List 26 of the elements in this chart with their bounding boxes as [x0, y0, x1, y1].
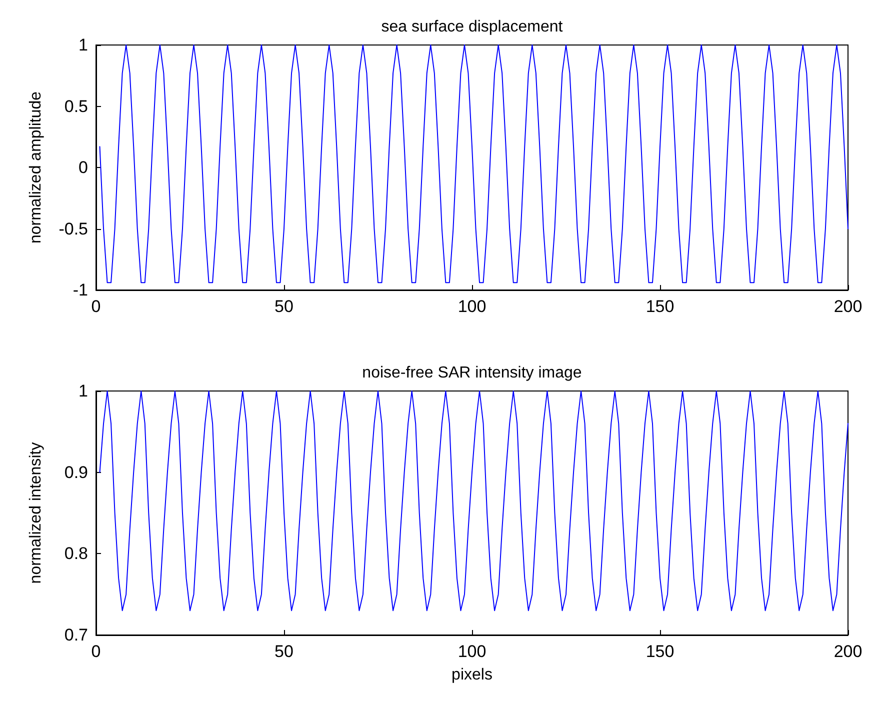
- line-series: [99, 390, 848, 612]
- x-tick-label: 0: [91, 642, 101, 661]
- x-tick-label: 150: [646, 297, 674, 316]
- y-tick-label: 0.9: [64, 462, 88, 482]
- x-tick-label: 200: [834, 297, 862, 316]
- x-tick-label: 200: [834, 642, 862, 661]
- y-tick-label: -1: [72, 280, 88, 300]
- y-tick-label: 0.8: [64, 544, 88, 564]
- x-tick-label: 50: [274, 297, 294, 316]
- line-series: [99, 44, 848, 284]
- x-tick-label: 100: [458, 297, 486, 316]
- y-axis-title: normalized amplitude: [28, 91, 44, 244]
- y-tick-label: 0.5: [64, 96, 88, 116]
- x-tick-label: 50: [274, 642, 294, 661]
- chart-title: sea surface displacement: [381, 18, 564, 36]
- y-tick-label: 1: [78, 382, 88, 400]
- x-tick-label: 0: [91, 297, 101, 316]
- y-tick-label: 1: [78, 36, 88, 54]
- x-axis-title: pixels: [452, 666, 492, 684]
- x-tick-label: 100: [458, 642, 486, 661]
- y-tick-label: 0: [78, 158, 88, 177]
- y-axis-title: normalized intensity: [28, 442, 44, 584]
- y-tick-label: 0.7: [64, 626, 88, 644]
- chart-title: noise-free SAR intensity image: [362, 364, 582, 382]
- y-tick-label: -0.5: [58, 219, 88, 238]
- x-tick-label: 150: [646, 642, 674, 661]
